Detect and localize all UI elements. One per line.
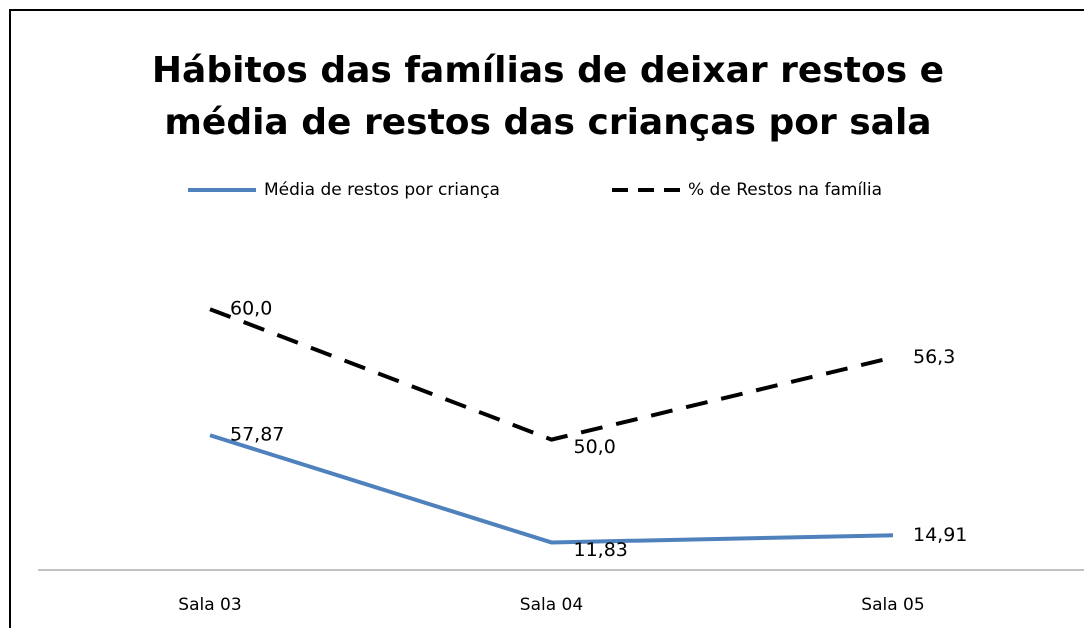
x-tick-label: Sala 04	[520, 595, 583, 615]
data-label: 56,3	[913, 346, 955, 368]
data-label: 14,91	[913, 524, 967, 546]
series-line	[209, 307, 894, 442]
chart-frame	[9, 9, 1084, 628]
chart-title: Hábitos das famílias de deixar restos e	[152, 50, 944, 91]
data-label: 11,83	[574, 539, 628, 561]
data-label: 57,87	[230, 424, 284, 446]
legend-label: Média de restos por criança	[264, 180, 500, 200]
data-label: 60,0	[230, 298, 272, 320]
series-line	[209, 433, 894, 545]
legend-label: % de Restos na família	[688, 180, 882, 200]
x-tick-label: Sala 03	[178, 595, 241, 615]
x-tick-label: Sala 05	[861, 595, 924, 615]
data-label: 50,0	[574, 436, 616, 458]
chart-title: média de restos das crianças por sala	[164, 102, 931, 143]
